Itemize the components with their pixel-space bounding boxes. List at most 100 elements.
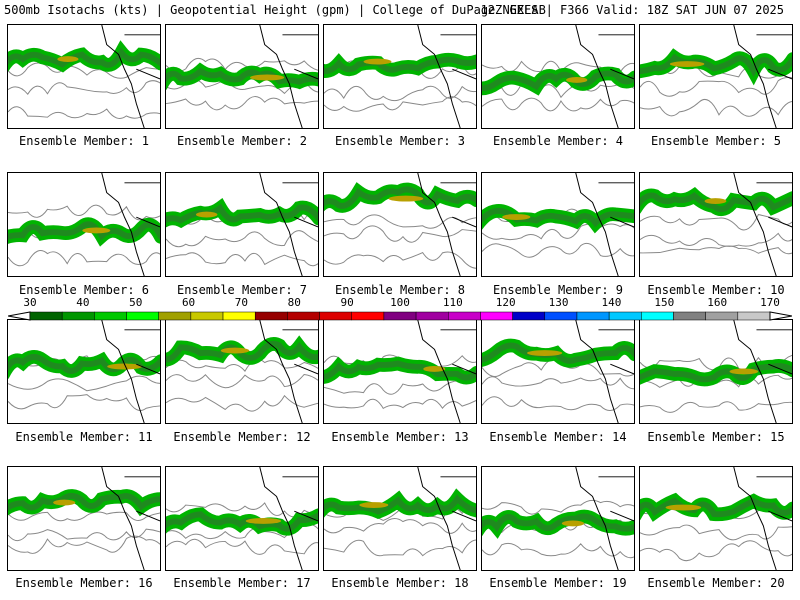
jet-max <box>249 74 285 81</box>
height-contour <box>8 535 160 554</box>
jet-max <box>665 504 702 511</box>
colorbar-arrow-right <box>769 311 792 321</box>
jet-max <box>502 214 531 220</box>
colorbar-swatch <box>29 311 63 321</box>
ensemble-map-panel <box>165 24 319 129</box>
colorbar-swatch <box>383 311 417 321</box>
ensemble-member-label: Ensemble Member: 20 <box>647 576 785 590</box>
ensemble-map-panel <box>481 24 635 129</box>
coastline <box>417 25 476 128</box>
jet-stream-core <box>640 497 792 518</box>
colorbar-tick-label: 140 <box>601 296 622 309</box>
ensemble-member-label: Ensemble Member: 17 <box>173 576 311 590</box>
ensemble-map-panel <box>165 319 319 424</box>
coastline <box>733 467 792 570</box>
colorbar-tick-label: 40 <box>76 296 90 309</box>
height-contour <box>482 83 634 99</box>
jet-stream-core <box>482 513 634 533</box>
colorbar-swatch <box>737 311 771 321</box>
jet-max <box>57 56 79 63</box>
ensemble-member-label: Ensemble Member: 11 <box>15 430 153 444</box>
height-contour <box>324 85 476 102</box>
ensemble-member-label: Ensemble Member: 18 <box>331 576 469 590</box>
height-contour <box>324 398 476 410</box>
height-contour <box>640 76 792 97</box>
jet-stream-core <box>166 203 318 224</box>
colorbar-swatch <box>705 311 739 321</box>
height-contour <box>8 511 160 522</box>
height-contour <box>324 378 476 395</box>
ensemble-map-panel <box>165 172 319 277</box>
height-contour <box>8 80 160 96</box>
ensemble-member-label: Ensemble Member: 9 <box>492 283 624 297</box>
height-contour <box>166 96 318 111</box>
ensemble-member-label: Ensemble Member: 14 <box>489 430 627 444</box>
colorbar-swatch <box>512 311 546 321</box>
jet-stream-core <box>640 362 792 383</box>
coastline <box>575 467 634 570</box>
jet-max <box>566 77 588 83</box>
height-contour <box>482 242 634 258</box>
jet-stream-core <box>324 56 476 75</box>
ensemble-map-panel <box>323 172 477 277</box>
jet-max <box>53 499 76 506</box>
ensemble-member-label: Ensemble Member: 19 <box>489 576 627 590</box>
height-contour <box>324 225 476 243</box>
height-contour <box>482 97 634 112</box>
coastline <box>259 467 318 570</box>
jet-max <box>359 502 389 508</box>
jet-max <box>561 520 585 527</box>
colorbar-tick-label: 160 <box>707 296 728 309</box>
height-contour <box>324 539 476 557</box>
height-contour <box>482 542 634 559</box>
height-contour <box>166 252 318 267</box>
ensemble-map-panel <box>7 466 161 571</box>
ensemble-map-panel <box>323 466 477 571</box>
height-contour <box>640 213 792 231</box>
height-contour <box>324 96 476 112</box>
ensemble-map-panel <box>7 24 161 129</box>
coastline <box>259 25 318 128</box>
height-contour <box>8 106 160 119</box>
colorbar-tick-label: 170 <box>760 296 780 309</box>
ensemble-map-panel <box>639 24 793 129</box>
height-contour <box>482 499 634 515</box>
height-contour <box>166 538 318 555</box>
colorbar-swatch <box>673 311 706 321</box>
jet-stream-core <box>8 493 160 511</box>
ensemble-member-label: Ensemble Member: 16 <box>15 576 153 590</box>
coastline <box>575 320 634 423</box>
coastline <box>101 25 160 128</box>
ensemble-map-panel <box>7 172 161 277</box>
colorbar-tick-label: 80 <box>287 296 301 309</box>
ensemble-map-panel <box>639 172 793 277</box>
height-contour <box>166 373 318 389</box>
jet-max <box>107 363 143 370</box>
ensemble-map-panel <box>481 172 635 277</box>
colorbar-swatch <box>351 311 385 321</box>
jet-max <box>245 518 282 524</box>
height-contour <box>640 374 792 388</box>
jet-max <box>82 227 111 234</box>
coastline <box>101 173 160 276</box>
jet-stream-core <box>324 494 476 515</box>
colorbar-swatch <box>576 311 610 321</box>
colorbar-tick-label: 70 <box>234 296 249 309</box>
height-contour <box>640 540 792 562</box>
jet-max <box>388 195 424 202</box>
jet-stream-core <box>166 67 318 86</box>
ensemble-map-panel <box>323 319 477 424</box>
ensemble-map-panel <box>7 319 161 424</box>
colorbar-tick-label: 100 <box>390 296 410 309</box>
colorbar-tick-label: 90 <box>340 296 354 309</box>
jet-max <box>220 347 250 354</box>
ensemble-member-label: Ensemble Member: 4 <box>492 134 624 148</box>
ensemble-map-panel <box>165 466 319 571</box>
coastline <box>417 467 476 570</box>
height-contour <box>640 245 792 255</box>
ensemble-map-panel <box>323 24 477 129</box>
chart-title: 500mb Isotachs (kts) | Geopotential Heig… <box>4 3 546 17</box>
ensemble-map-panel <box>639 319 793 424</box>
colorbar-swatch <box>190 311 224 321</box>
jet-stream-core <box>640 53 792 77</box>
